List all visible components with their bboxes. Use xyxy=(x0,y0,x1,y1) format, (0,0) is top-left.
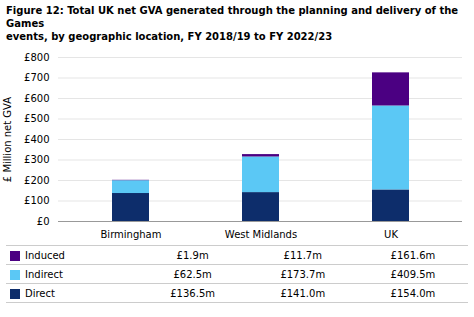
svg-text:£400: £400 xyxy=(24,134,49,145)
svg-text:£200: £200 xyxy=(24,175,49,186)
svg-text:£600: £600 xyxy=(24,93,49,104)
svg-text:West Midlands: West Midlands xyxy=(225,229,297,240)
html-text:£11.7m: £11.7m xyxy=(283,249,322,261)
html-text:Direct: Direct xyxy=(25,287,55,299)
html-text:£154.0m: £154.0m xyxy=(390,287,436,299)
html-text:Indirect: Indirect xyxy=(25,268,63,280)
html-text:£173.7m: £173.7m xyxy=(280,268,326,280)
html-text:£161.6m: £161.6m xyxy=(390,249,436,261)
svg-text:£0: £0 xyxy=(37,216,50,227)
svg-text:£300: £300 xyxy=(24,154,49,165)
svg-text:£100: £100 xyxy=(24,195,49,206)
html-text:£141.0m: £141.0m xyxy=(280,287,326,299)
html-text:£409.5m: £409.5m xyxy=(390,268,436,280)
svg-text:£ Million net GVA: £ Million net GVA xyxy=(2,97,13,182)
svg-text:£500: £500 xyxy=(24,113,49,124)
svg-text:UK: UK xyxy=(384,229,398,240)
html-text:£136.5m: £136.5m xyxy=(170,287,215,299)
html-text:£1.9m: £1.9m xyxy=(176,249,209,261)
svg-text:£700: £700 xyxy=(24,72,49,83)
svg-text:Birmingham: Birmingham xyxy=(101,229,162,240)
html-text:Induced: Induced xyxy=(25,249,65,261)
svg-text:£800: £800 xyxy=(24,52,49,63)
html-text:Figure 12: Total UK net GVA ge: Figure 12: Total UK net GVA generated th… xyxy=(6,5,459,42)
html-text:£62.5m: £62.5m xyxy=(173,268,212,280)
